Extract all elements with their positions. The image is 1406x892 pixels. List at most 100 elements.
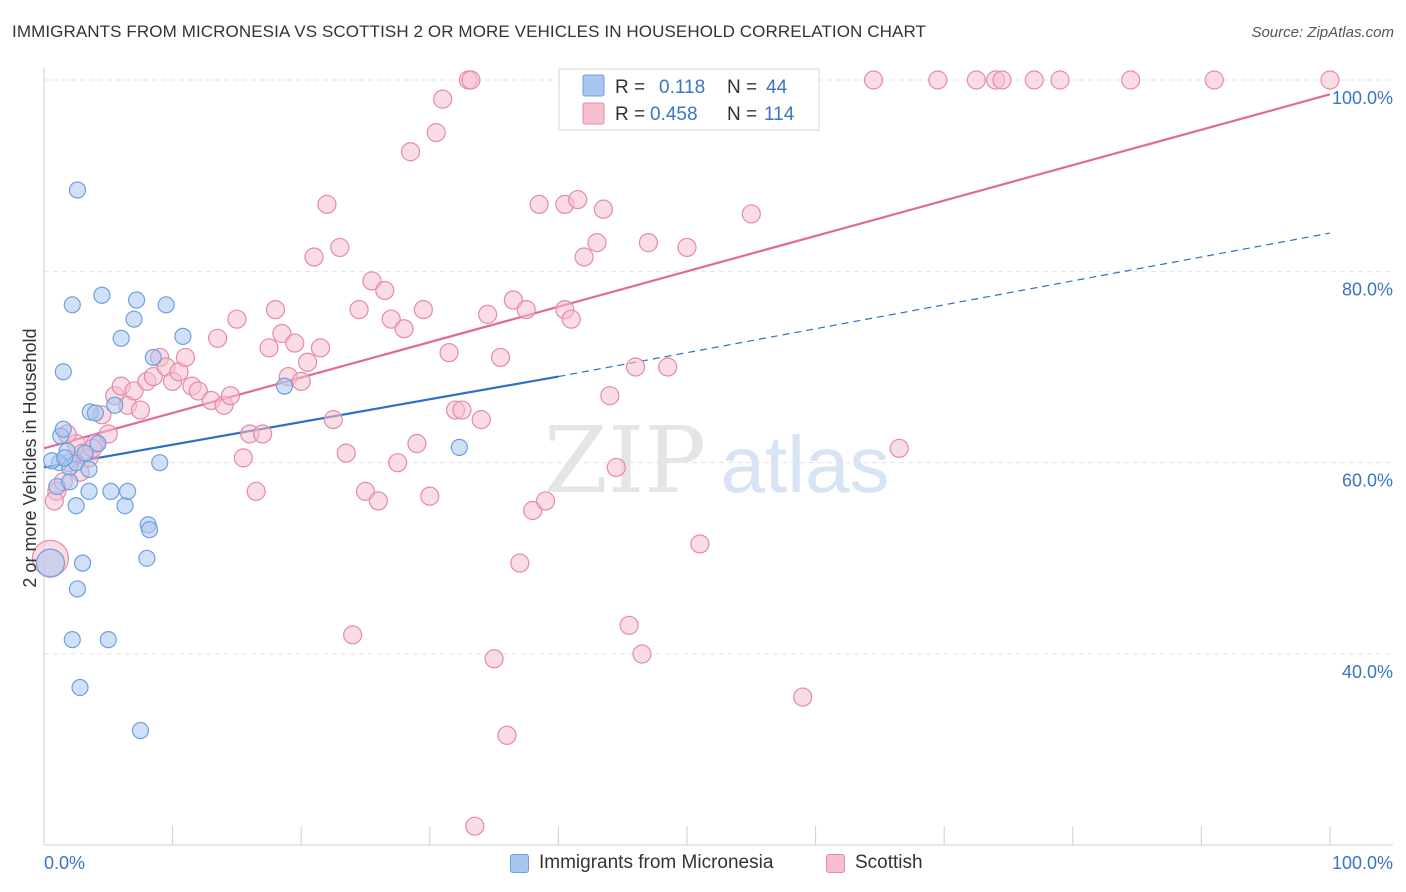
scottish-point [966,70,986,90]
scottish-point [465,816,485,836]
scottish-point [461,70,481,90]
scottish-point [285,333,305,353]
scottish-point [381,309,401,329]
r-n-legend: R = 0.118 N = 44 R = 0.458 N = 114 [558,68,820,131]
scottish-point [503,290,523,310]
scottish-point [490,347,511,368]
micronesia-point [131,721,150,740]
scottish-point [388,453,408,473]
scottish-point [484,649,504,669]
bottom-legend-label-micronesia: Immigrants from Micronesia [539,852,774,873]
scottish-point [619,615,639,635]
scottish-point [413,300,433,320]
scottish-point [317,194,337,214]
scottish-point [143,366,163,387]
micronesia-point [127,291,146,309]
x-tick-label-max: 100.0% [1332,853,1393,873]
micronesia-point [125,310,143,328]
scottish-point [690,534,710,554]
micronesia-point [63,296,81,314]
micronesia-point [157,296,175,314]
scottish-point [375,280,395,301]
scottish-point [863,70,884,90]
scottish-point [535,491,556,511]
bottom-legend-swatch-scottish [826,853,845,873]
bottom-legend-swatch-micronesia [510,853,529,873]
scottish-point [349,300,369,320]
scottish-point [420,486,440,506]
micronesia-point [67,497,85,515]
bottom-legend-item-scottish[interactable]: Scottish [826,852,923,874]
scottish-point [625,357,646,377]
chart-title: IMMIGRANTS FROM MICRONESIA VS SCOTTISH 2… [12,22,926,41]
legend-r-value-scottish: 0.458 [650,104,698,125]
scottish-point [1320,70,1340,90]
scottish-point [130,400,151,420]
scottish-point [355,481,376,501]
micronesia-point [54,420,72,438]
scottish-point [253,424,273,444]
legend-swatch-micronesia [582,74,605,97]
scottish-point [400,142,421,162]
legend-r-value-micronesia: 0.118 [659,77,705,98]
watermark-atlas: atlas [721,420,890,509]
scottish-point [574,247,594,267]
legend-n-label-micronesia: N = [727,77,757,98]
scottish-point [600,386,620,406]
scottish-point [368,491,388,511]
scottish-point [497,725,517,745]
scottish-point [452,400,472,420]
scottish-point [516,300,536,320]
chart-source: Source: ZipAtlas.com [1251,24,1394,41]
scottish-point [478,304,498,324]
x-tick-label-min: 0.0% [44,853,85,873]
scottish-point [227,309,247,329]
legend-n-value-micronesia: 44 [766,77,788,98]
watermark-zip: ZIP [544,407,706,514]
legend-n-value-scottish: 114 [764,104,795,125]
scottish-point [336,443,356,463]
scottish-point [259,338,279,358]
scottish-point [1050,70,1070,90]
scottish-point [433,89,453,109]
micronesia-point [68,181,87,199]
scottish-point [568,189,588,210]
scottish-point [272,323,292,344]
scottish-point [658,357,678,377]
micronesia-trendline [43,375,559,469]
micronesia-point [138,549,156,567]
micronesia-point [112,329,130,347]
micronesia-point [76,444,94,462]
scottish-point [638,233,659,253]
legend-n-label-scottish: N = [727,104,757,125]
scottish-point [992,70,1012,90]
micronesia-point [63,631,81,649]
y-tick-label: 60.0% [1342,471,1393,491]
micronesia-point [275,377,294,395]
micronesia-point [116,497,134,515]
scottish-point [124,381,144,401]
micronesia-point [35,548,66,578]
legend-r-label-scottish: R = [615,104,645,125]
scottish-point [889,438,909,458]
scottish-point [304,247,324,267]
bottom-legend: Immigrants from Micronesia Scottish [0,852,1406,878]
scottish-point [1121,70,1141,90]
scottish-point [529,194,549,214]
scottish-point [330,237,350,258]
scottish-point [343,625,363,645]
micronesia-trendline-extension [558,232,1331,378]
micronesia-point [140,521,159,539]
scottish-point [310,338,331,358]
scottish-point [407,433,427,454]
y-axis-title: 2 or more Vehicles in Household [20,328,40,587]
y-tick-label: 40.0% [1342,662,1393,682]
y-tick-label: 80.0% [1342,279,1393,299]
scottish-point [208,328,228,348]
legend-r-label-micronesia: R = [615,77,645,98]
bottom-legend-item-micronesia[interactable]: Immigrants from Micronesia [510,852,773,874]
scottish-point [439,343,459,363]
bottom-legend-label-scottish: Scottish [855,852,923,873]
micronesia-point [450,438,468,456]
